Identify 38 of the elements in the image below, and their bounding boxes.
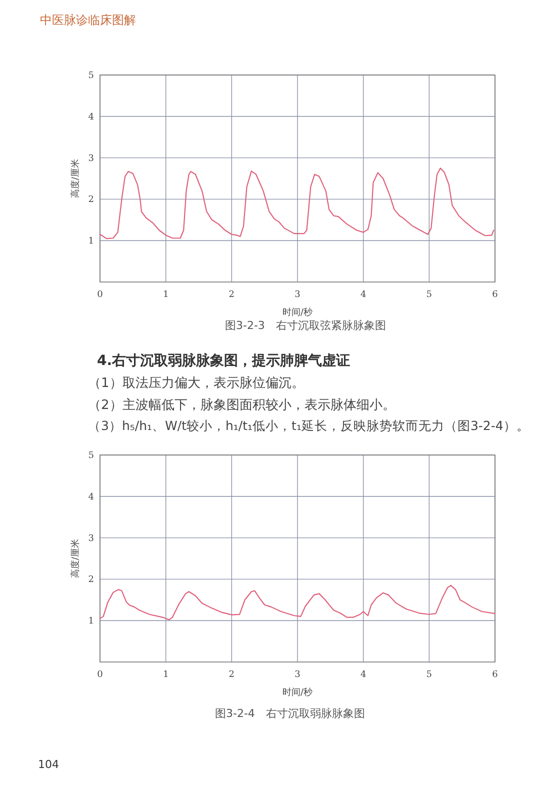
text: 中医脉诊临床图解	[40, 12, 136, 29]
chart-title: 4.右寸沉取弱脉脉象图，提示肺脾气虚证	[97, 352, 350, 370]
x-axis-title: 时间/秒	[282, 687, 313, 698]
y-tick-label: 5	[88, 451, 94, 461]
x-tick-label: 6	[492, 290, 498, 300]
text: （1）取法压力偏大，表示脉位偏沉。	[88, 375, 304, 392]
x-axis-title: 时间/秒	[282, 307, 313, 318]
x-tick-label: 6	[492, 670, 498, 680]
caption: 图3-2-4 右寸沉取弱脉脉象图	[215, 706, 365, 721]
x-tick-label: 4	[360, 670, 366, 680]
x-tick-label: 1	[162, 290, 169, 300]
y-tick-label: 3	[88, 534, 94, 544]
x-tick-label: 5	[426, 670, 432, 680]
caption: 图3-2-3 右寸沉取弦紧脉脉象图	[225, 318, 386, 333]
x-tick-label: 3	[294, 290, 301, 300]
x-tick-label: 4	[360, 290, 366, 300]
x-tick-label: 0	[97, 670, 104, 680]
line-series	[99, 168, 494, 240]
y-tick-label: 2	[88, 195, 94, 206]
y-axis-title: 高度/厘米	[70, 158, 81, 198]
y-tick-label: 4	[88, 112, 94, 122]
y-tick-label: 1	[88, 236, 94, 247]
x-tick-label: 3	[294, 670, 301, 680]
x-tick-label: 1	[162, 670, 169, 680]
x-tick-label: 2	[228, 290, 235, 300]
x-tick-label: 5	[426, 290, 432, 300]
y-tick-label: 4	[88, 492, 94, 502]
y-tick-label: 1	[88, 616, 94, 627]
y-tick-label: 3	[88, 154, 94, 164]
y-tick-label: 2	[88, 575, 94, 586]
text: （3）h₅/h₁、W/t较小，h₁/t₁低小，t₁延长，反映脉势软而无力（图3-2-4）。	[88, 418, 530, 435]
x-tick-label: 2	[228, 670, 235, 680]
text: 104	[38, 758, 59, 771]
text: （2）主波幅低下，脉象图面积较小，表示脉体细小。	[88, 397, 396, 414]
y-tick-label: 5	[88, 71, 94, 81]
line-series	[99, 584, 496, 620]
y-axis-title: 高度/厘米	[70, 538, 81, 578]
x-tick-label: 0	[97, 290, 104, 300]
